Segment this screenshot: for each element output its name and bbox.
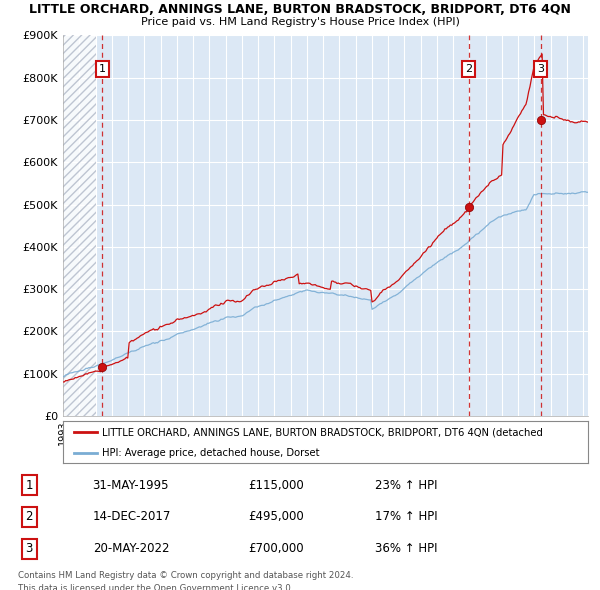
Text: £115,000: £115,000 <box>248 478 304 491</box>
Text: 36% ↑ HPI: 36% ↑ HPI <box>375 542 437 555</box>
Text: 3: 3 <box>537 64 544 74</box>
Text: 1: 1 <box>26 478 33 491</box>
Text: 23% ↑ HPI: 23% ↑ HPI <box>375 478 437 491</box>
Text: 31-MAY-1995: 31-MAY-1995 <box>92 478 169 491</box>
Text: £700,000: £700,000 <box>248 542 304 555</box>
Text: 14-DEC-2017: 14-DEC-2017 <box>92 510 171 523</box>
Bar <box>63 35 95 416</box>
Text: Price paid vs. HM Land Registry's House Price Index (HPI): Price paid vs. HM Land Registry's House … <box>140 17 460 27</box>
Text: 2: 2 <box>26 510 33 523</box>
Text: 1: 1 <box>99 64 106 74</box>
Text: Contains HM Land Registry data © Crown copyright and database right 2024.
This d: Contains HM Land Registry data © Crown c… <box>18 571 353 590</box>
Text: 17% ↑ HPI: 17% ↑ HPI <box>375 510 437 523</box>
Text: LITTLE ORCHARD, ANNINGS LANE, BURTON BRADSTOCK, BRIDPORT, DT6 4QN: LITTLE ORCHARD, ANNINGS LANE, BURTON BRA… <box>29 3 571 16</box>
Text: 2: 2 <box>465 64 472 74</box>
Text: 3: 3 <box>26 542 33 555</box>
Text: LITTLE ORCHARD, ANNINGS LANE, BURTON BRADSTOCK, BRIDPORT, DT6 4QN (detached: LITTLE ORCHARD, ANNINGS LANE, BURTON BRA… <box>103 427 543 437</box>
Text: HPI: Average price, detached house, Dorset: HPI: Average price, detached house, Dors… <box>103 448 320 457</box>
Text: £495,000: £495,000 <box>248 510 304 523</box>
Text: 20-MAY-2022: 20-MAY-2022 <box>92 542 169 555</box>
